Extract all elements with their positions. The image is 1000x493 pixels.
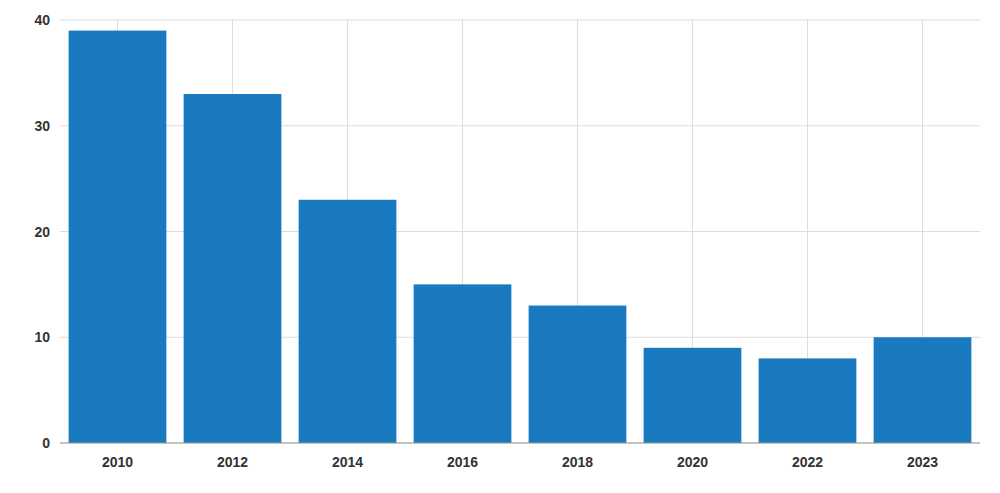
bar xyxy=(184,94,282,443)
x-tick-label: 2020 xyxy=(677,454,708,470)
x-tick-label: 2022 xyxy=(792,454,823,470)
y-tick-label: 40 xyxy=(34,12,50,28)
bar xyxy=(874,337,972,443)
grid xyxy=(60,20,980,443)
y-grid-line xyxy=(60,20,980,21)
bar xyxy=(759,358,857,443)
x-tick-label: 2014 xyxy=(332,454,363,470)
x-axis-line xyxy=(60,443,980,444)
chart-container: 0 10 20 30 40 2010 2012 2014 2016 2018 2020 2022 202… xyxy=(0,0,1000,493)
x-tick-label: 2010 xyxy=(102,454,133,470)
x-tick-label: 2012 xyxy=(217,454,248,470)
bar xyxy=(69,31,167,443)
y-tick-label: 0 xyxy=(42,435,50,451)
y-tick-label: 30 xyxy=(34,118,50,134)
bar xyxy=(299,200,397,443)
bars xyxy=(69,31,972,443)
bar xyxy=(644,348,742,443)
bar xyxy=(529,306,627,443)
y-grid-line xyxy=(60,443,980,444)
x-tick-label: 2023 xyxy=(907,454,938,470)
chart-svg: 0 10 20 30 40 2010 2012 2014 2016 2018 2020 2022 202… xyxy=(0,0,1000,493)
x-tick-label: 2016 xyxy=(447,454,478,470)
x-tick-label: 2018 xyxy=(562,454,593,470)
bar xyxy=(414,284,512,443)
y-tick-label: 10 xyxy=(34,329,50,345)
y-tick-label: 20 xyxy=(34,224,50,240)
